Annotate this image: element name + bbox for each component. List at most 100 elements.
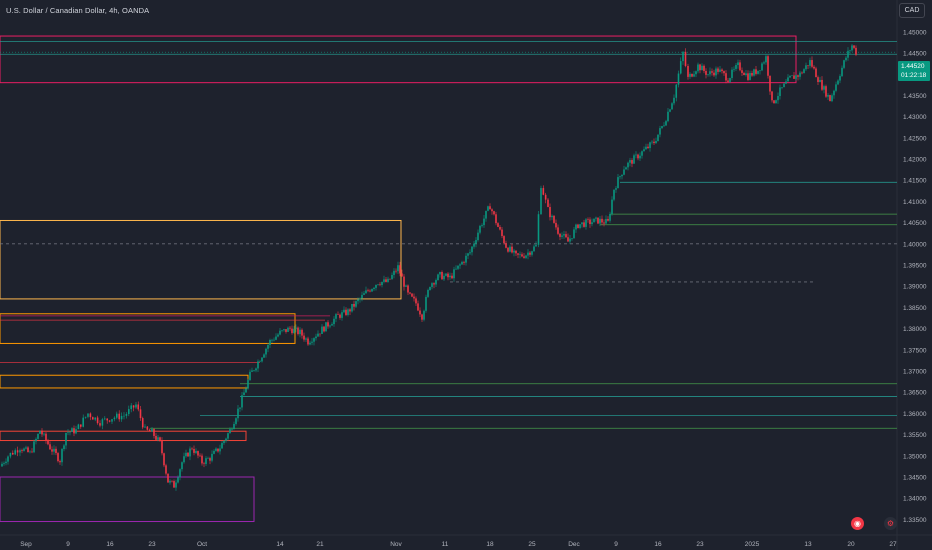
candle-body — [615, 188, 617, 190]
candle-body — [659, 128, 661, 135]
candle-body — [61, 449, 63, 463]
candle-body — [9, 452, 12, 457]
candle-body — [263, 354, 265, 358]
candle-body — [175, 482, 177, 488]
candle-body — [441, 271, 443, 280]
replay-icon[interactable]: ◉ — [851, 517, 864, 530]
candle-body — [687, 65, 689, 77]
candle-body — [679, 61, 682, 74]
candle-body — [627, 162, 629, 168]
candle-body — [155, 435, 157, 440]
candle-body — [14, 450, 16, 455]
candle-body — [595, 217, 597, 219]
price-tick-label: 1.39500 — [903, 263, 927, 270]
candle-body — [811, 60, 813, 67]
candle-body — [675, 84, 678, 98]
candle-body — [63, 445, 65, 450]
time-axis[interactable]: Sep 9 16 23 Oct 14 21 Nov 11 18 25 Dec 9 16 23 2025 13 20… — [20, 541, 897, 548]
candle-body — [651, 141, 653, 143]
candle-body — [305, 338, 307, 340]
candle-body — [197, 451, 199, 456]
candle-body — [542, 188, 545, 195]
candle-body — [317, 333, 319, 337]
candle-body — [96, 417, 99, 424]
candle-body — [517, 253, 519, 255]
candle-body — [481, 225, 483, 226]
candle-body — [529, 252, 531, 255]
candle-body — [205, 458, 207, 464]
candle-body — [87, 413, 89, 417]
price-tick-label: 1.39000 — [903, 284, 927, 291]
candle-body — [499, 226, 501, 230]
candle-body — [487, 206, 489, 211]
candle-body — [751, 73, 753, 76]
candle-body — [613, 189, 615, 200]
candle-body — [669, 109, 671, 112]
candle-body — [21, 450, 23, 451]
candlestick-series — [1, 43, 857, 491]
candle-body — [116, 413, 118, 418]
candle-body — [511, 246, 513, 253]
candle-body — [165, 465, 167, 474]
price-axis[interactable]: 1.450001.445001.440001.435001.430001.425… — [903, 29, 927, 524]
candle-body — [479, 225, 481, 233]
candle-body — [179, 469, 181, 478]
candle-body — [411, 293, 413, 297]
candle-body — [181, 462, 183, 470]
candle-body — [581, 222, 583, 225]
candle-body — [535, 244, 537, 247]
candle-body — [333, 318, 335, 325]
candle-body — [855, 47, 857, 55]
candle-body — [431, 283, 433, 287]
candle-body — [53, 448, 55, 452]
candle-body — [473, 243, 475, 247]
candle-body — [25, 447, 27, 449]
candle-body — [325, 322, 327, 332]
candle-body — [391, 274, 393, 280]
candle-body — [113, 417, 116, 420]
time-tick-label: 18 — [486, 541, 494, 548]
candle-body — [447, 273, 449, 278]
candle-body — [297, 327, 299, 335]
candle-body — [213, 450, 215, 454]
currency-badge[interactable]: CAD — [899, 3, 925, 18]
candle-body — [831, 95, 833, 102]
candle-body — [130, 405, 132, 410]
candle-body — [789, 75, 791, 78]
candle-body — [249, 371, 251, 381]
candle-body — [309, 342, 311, 345]
settings-icon[interactable]: ⚙ — [884, 517, 897, 530]
candle-body — [151, 428, 153, 432]
candle-body — [148, 429, 151, 432]
candle-body — [12, 452, 14, 455]
candle-body — [521, 254, 523, 257]
candle-body — [837, 80, 839, 85]
candle-body — [851, 45, 853, 51]
candle-body — [791, 75, 793, 77]
candle-body — [323, 326, 325, 332]
candle-body — [657, 134, 659, 142]
candle-body — [684, 51, 687, 66]
candle-body — [253, 370, 255, 371]
candle-body — [721, 69, 723, 72]
candle-body — [187, 452, 189, 457]
candle-body — [665, 121, 667, 126]
symbol-title: U.S. Dollar / Canadian Dollar, 4h, OANDA — [6, 6, 150, 15]
candle-body — [583, 222, 585, 227]
candle-body — [395, 270, 397, 272]
candle-body — [559, 233, 561, 237]
candle-body — [89, 413, 92, 418]
candle-body — [361, 294, 363, 299]
price-tick-label: 1.44500 — [903, 51, 927, 58]
candle-body — [429, 286, 431, 291]
candle-body — [37, 433, 39, 439]
candle-body — [763, 62, 765, 64]
candle-body — [469, 252, 471, 254]
candle-body — [475, 240, 477, 244]
candle-body — [735, 65, 737, 69]
candle-body — [31, 451, 33, 453]
candle-body — [379, 284, 381, 286]
candle-body — [671, 103, 673, 110]
candle-body — [399, 265, 401, 274]
